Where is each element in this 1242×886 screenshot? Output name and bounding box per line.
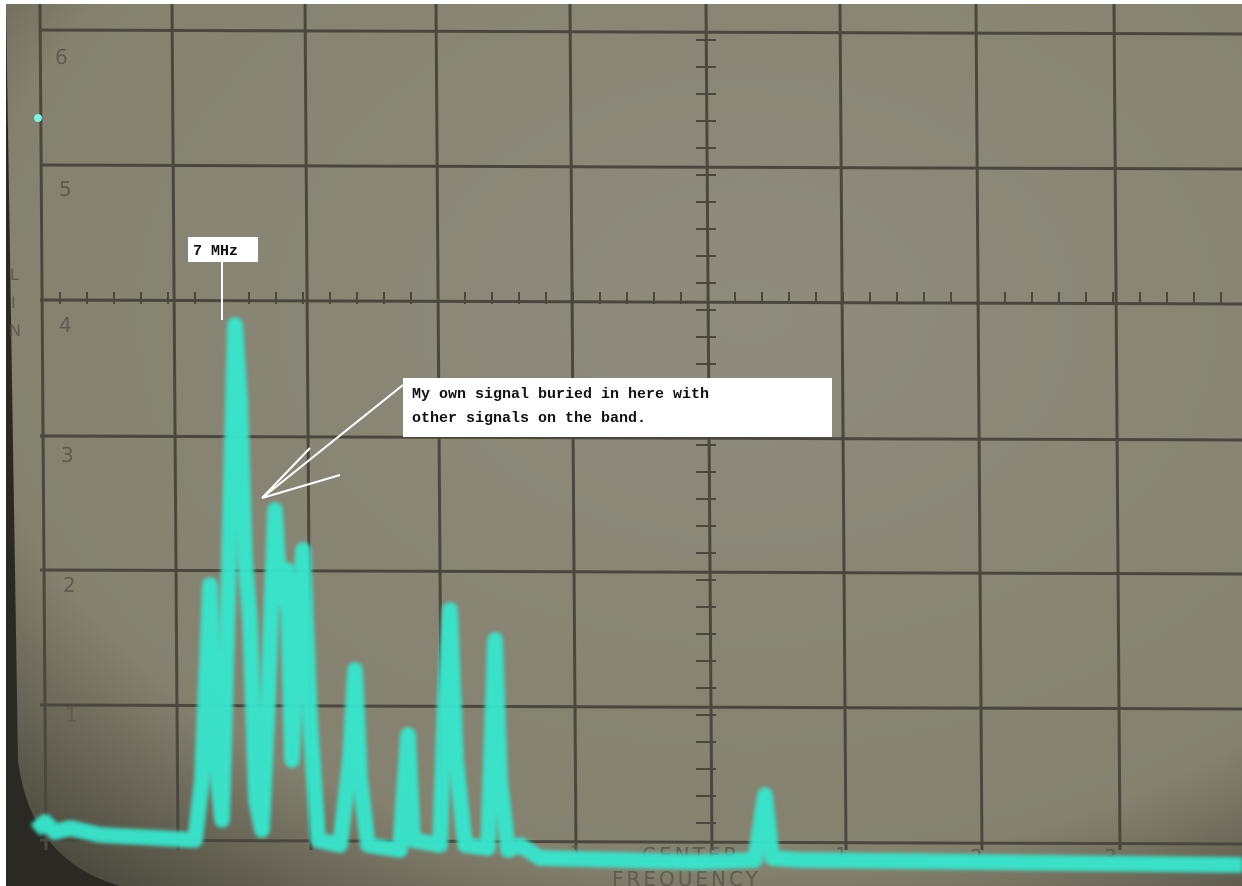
graticule-label: 1 [65, 703, 78, 727]
peak-label: 7 MHz [193, 243, 238, 260]
grid-line [170, 3, 180, 851]
annotations: 7 MHz My own signal buried in here with … [188, 237, 832, 499]
grid-line [39, 838, 1242, 846]
side-label: L [10, 265, 19, 284]
graticule-label: 3 [61, 443, 74, 467]
graticule-label: 4 [59, 313, 72, 337]
graticule-label: 5 [59, 177, 72, 201]
grid-line [39, 298, 1242, 306]
graticule-label: 2 [63, 573, 76, 597]
trace [34, 114, 1242, 865]
label-box [188, 237, 258, 262]
bezel [6, 4, 120, 886]
screen [6, 4, 1242, 886]
grid-line [39, 28, 1242, 36]
dot [34, 114, 42, 122]
graticule-label: 6 [55, 45, 68, 69]
note-box [403, 378, 832, 437]
bottom-label: FREQUENCY [612, 867, 761, 886]
grid-line [39, 703, 1242, 711]
side-label: N [9, 321, 21, 340]
grid-line [39, 163, 1242, 171]
note-line: My own signal buried in here with [412, 386, 709, 403]
note-line: other signals on the band. [412, 410, 646, 427]
pointer [261, 384, 404, 499]
side-label: I [11, 293, 16, 312]
grid-line [38, 3, 48, 851]
